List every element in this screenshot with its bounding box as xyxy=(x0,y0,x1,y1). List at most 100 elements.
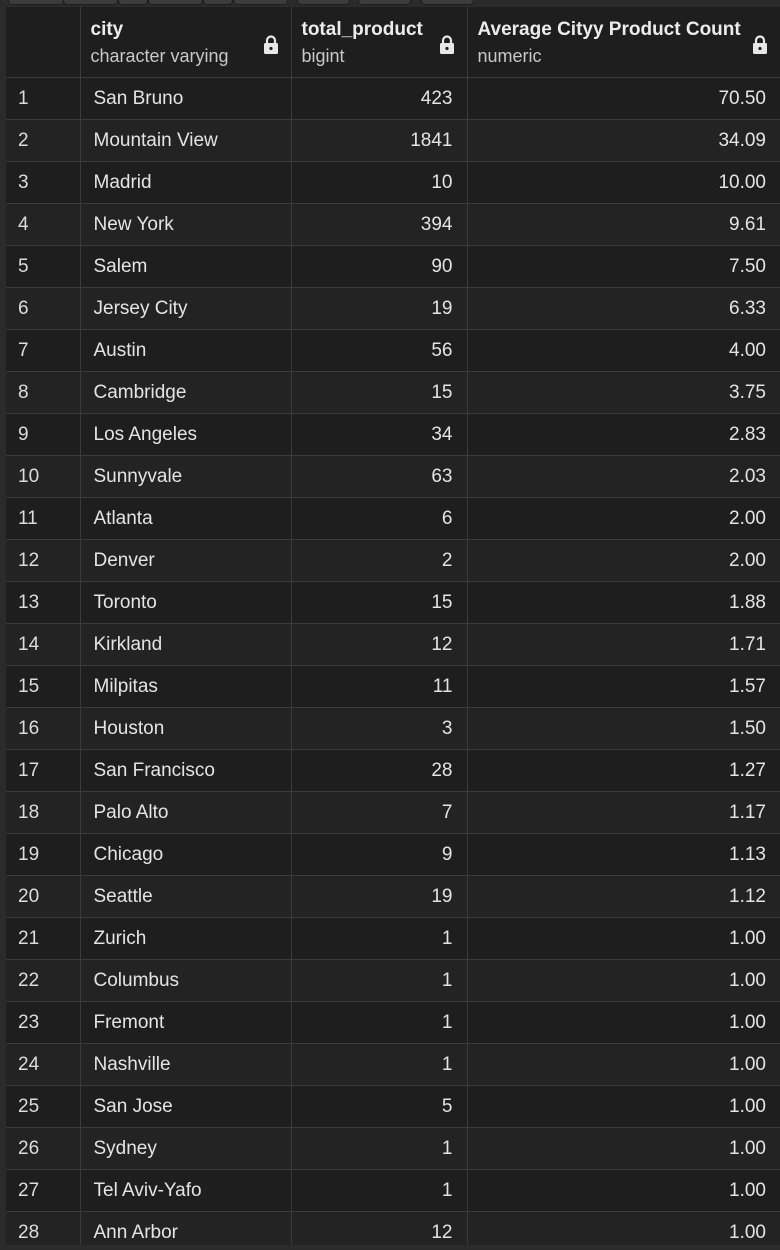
toolbar-button[interactable] xyxy=(148,0,203,5)
table-row[interactable]: 8 Cambridge 15 3.75 xyxy=(6,371,780,414)
cell-city[interactable]: New York xyxy=(80,203,292,246)
toolbar-button[interactable] xyxy=(8,0,64,5)
cell-city[interactable]: Jersey City xyxy=(80,287,292,330)
cell-total-product[interactable]: 1 xyxy=(291,959,468,1002)
cell-city[interactable]: Atlanta xyxy=(80,497,292,540)
row-number[interactable]: 24 xyxy=(6,1043,81,1086)
table-row[interactable]: 23 Fremont 1 1.00 xyxy=(6,1001,780,1044)
cell-city[interactable]: San Francisco xyxy=(80,749,292,792)
cell-total-product[interactable]: 423 xyxy=(291,77,468,120)
cell-average[interactable]: 1.50 xyxy=(467,707,780,750)
table-row[interactable]: 2 Mountain View 1841 34.09 xyxy=(6,119,780,162)
table-row[interactable]: 19 Chicago 9 1.13 xyxy=(6,833,780,876)
cell-total-product[interactable]: 56 xyxy=(291,329,468,372)
row-number[interactable]: 22 xyxy=(6,959,81,1002)
row-number[interactable]: 13 xyxy=(6,581,81,624)
cell-average[interactable]: 1.00 xyxy=(467,917,780,960)
toolbar-button[interactable] xyxy=(358,0,411,5)
cell-average[interactable]: 10.00 xyxy=(467,161,780,204)
row-number[interactable]: 18 xyxy=(6,791,81,834)
row-number[interactable]: 5 xyxy=(6,245,81,288)
row-number[interactable]: 23 xyxy=(6,1001,81,1044)
row-number-header[interactable] xyxy=(6,7,81,78)
cell-total-product[interactable]: 1841 xyxy=(291,119,468,162)
table-row[interactable]: 28 Ann Arbor 12 1.00 xyxy=(6,1211,780,1245)
cell-average[interactable]: 2.00 xyxy=(467,497,780,540)
table-row[interactable]: 3 Madrid 10 10.00 xyxy=(6,161,780,204)
row-number[interactable]: 21 xyxy=(6,917,81,960)
cell-city[interactable]: Ann Arbor xyxy=(80,1211,292,1245)
cell-average[interactable]: 34.09 xyxy=(467,119,780,162)
table-row[interactable]: 10 Sunnyvale 63 2.03 xyxy=(6,455,780,498)
cell-average[interactable]: 1.13 xyxy=(467,833,780,876)
cell-city[interactable]: Palo Alto xyxy=(80,791,292,834)
row-number[interactable]: 4 xyxy=(6,203,81,246)
table-row[interactable]: 13 Toronto 15 1.88 xyxy=(6,581,780,624)
cell-total-product[interactable]: 28 xyxy=(291,749,468,792)
row-number[interactable]: 7 xyxy=(6,329,81,372)
row-number[interactable]: 9 xyxy=(6,413,81,456)
toolbar-button[interactable] xyxy=(118,0,148,5)
cell-total-product[interactable]: 15 xyxy=(291,371,468,414)
cell-total-product[interactable]: 15 xyxy=(291,581,468,624)
cell-city[interactable]: Austin xyxy=(80,329,292,372)
cell-total-product[interactable]: 1 xyxy=(291,1001,468,1044)
table-row[interactable]: 25 San Jose 5 1.00 xyxy=(6,1085,780,1128)
cell-total-product[interactable]: 1 xyxy=(291,917,468,960)
cell-average[interactable]: 1.12 xyxy=(467,875,780,918)
row-number[interactable]: 10 xyxy=(6,455,81,498)
cell-average[interactable]: 1.00 xyxy=(467,959,780,1002)
row-number[interactable]: 19 xyxy=(6,833,81,876)
table-row[interactable]: 6 Jersey City 19 6.33 xyxy=(6,287,780,330)
cell-total-product[interactable]: 2 xyxy=(291,539,468,582)
table-row[interactable]: 18 Palo Alto 7 1.17 xyxy=(6,791,780,834)
table-row[interactable]: 24 Nashville 1 1.00 xyxy=(6,1043,780,1086)
cell-total-product[interactable]: 1 xyxy=(291,1127,468,1170)
cell-average[interactable]: 1.00 xyxy=(467,1127,780,1170)
cell-city[interactable]: Seattle xyxy=(80,875,292,918)
cell-city[interactable]: Mountain View xyxy=(80,119,292,162)
toolbar-button[interactable] xyxy=(421,0,474,5)
cell-city[interactable]: Denver xyxy=(80,539,292,582)
row-number[interactable]: 27 xyxy=(6,1169,81,1212)
cell-average[interactable]: 1.00 xyxy=(467,1085,780,1128)
cell-city[interactable]: Sunnyvale xyxy=(80,455,292,498)
column-header-city[interactable]: city character varying xyxy=(80,7,292,78)
cell-city[interactable]: Sydney xyxy=(80,1127,292,1170)
row-number[interactable]: 1 xyxy=(6,77,81,120)
cell-average[interactable]: 1.00 xyxy=(467,1211,780,1245)
cell-city[interactable]: Salem xyxy=(80,245,292,288)
cell-city[interactable]: Nashville xyxy=(80,1043,292,1086)
table-row[interactable]: 17 San Francisco 28 1.27 xyxy=(6,749,780,792)
cell-total-product[interactable]: 1 xyxy=(291,1169,468,1212)
cell-average[interactable]: 1.57 xyxy=(467,665,780,708)
table-row[interactable]: 5 Salem 90 7.50 xyxy=(6,245,780,288)
table-row[interactable]: 22 Columbus 1 1.00 xyxy=(6,959,780,1002)
row-number[interactable]: 16 xyxy=(6,707,81,750)
cell-total-product[interactable]: 5 xyxy=(291,1085,468,1128)
cell-average[interactable]: 4.00 xyxy=(467,329,780,372)
cell-average[interactable]: 2.03 xyxy=(467,455,780,498)
table-row[interactable]: 11 Atlanta 6 2.00 xyxy=(6,497,780,540)
cell-average[interactable]: 1.88 xyxy=(467,581,780,624)
table-row[interactable]: 12 Denver 2 2.00 xyxy=(6,539,780,582)
cell-total-product[interactable]: 12 xyxy=(291,1211,468,1245)
table-row[interactable]: 16 Houston 3 1.50 xyxy=(6,707,780,750)
cell-total-product[interactable]: 11 xyxy=(291,665,468,708)
cell-average[interactable]: 6.33 xyxy=(467,287,780,330)
row-number[interactable]: 6 xyxy=(6,287,81,330)
cell-average[interactable]: 1.00 xyxy=(467,1043,780,1086)
cell-city[interactable]: Los Angeles xyxy=(80,413,292,456)
cell-total-product[interactable]: 7 xyxy=(291,791,468,834)
row-number[interactable]: 28 xyxy=(6,1211,81,1245)
row-number[interactable]: 8 xyxy=(6,371,81,414)
table-row[interactable]: 14 Kirkland 12 1.71 xyxy=(6,623,780,666)
cell-city[interactable]: Zurich xyxy=(80,917,292,960)
cell-city[interactable]: Toronto xyxy=(80,581,292,624)
cell-average[interactable]: 1.00 xyxy=(467,1001,780,1044)
row-number[interactable]: 20 xyxy=(6,875,81,918)
cell-total-product[interactable]: 6 xyxy=(291,497,468,540)
table-row[interactable]: 1 San Bruno 423 70.50 xyxy=(6,77,780,120)
cell-average[interactable]: 70.50 xyxy=(467,77,780,120)
cell-city[interactable]: Tel Aviv-Yafo xyxy=(80,1169,292,1212)
